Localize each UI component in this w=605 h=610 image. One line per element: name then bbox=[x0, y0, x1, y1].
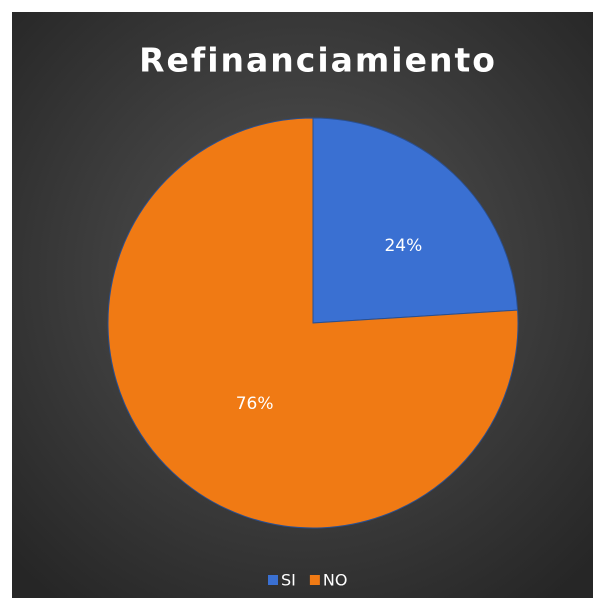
legend-label: SI bbox=[281, 571, 296, 590]
legend-swatch bbox=[268, 575, 278, 585]
pie-slice bbox=[107, 117, 519, 529]
legend-label: NO bbox=[323, 571, 348, 590]
legend-swatch bbox=[309, 575, 320, 585]
chart-title: Refinanciamiento bbox=[139, 41, 497, 80]
data-label: 76% bbox=[236, 394, 274, 414]
pie-slice bbox=[312, 117, 519, 324]
data-label: 24% bbox=[384, 236, 422, 256]
